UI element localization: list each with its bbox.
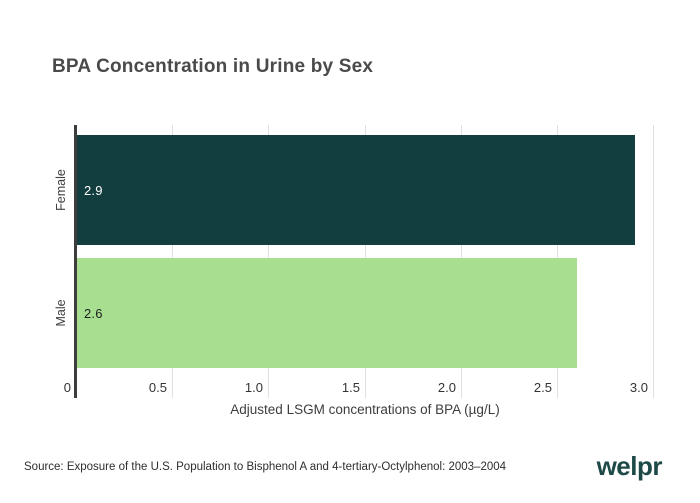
x-tick-label: 2.5 — [533, 380, 552, 395]
gridline — [653, 125, 654, 398]
source-citation: Source: Exposure of the U.S. Population … — [24, 461, 507, 473]
x-tick-label: 0.5 — [148, 380, 167, 395]
x-tick-label: 1.0 — [244, 380, 263, 395]
bar-value-label: 2.6 — [84, 305, 103, 321]
x-tick-label: 3.0 — [629, 380, 648, 395]
chart-title: BPA Concentration in Urine by Sex — [52, 56, 374, 77]
y-axis-line — [74, 125, 77, 398]
welpr-logo: welpr — [596, 451, 663, 481]
x-tick-label: 2.0 — [437, 380, 456, 395]
bar-value-label: 2.9 — [84, 182, 103, 198]
category-label-female: Female — [54, 169, 68, 211]
bar-female: 2.9 — [77, 135, 635, 245]
x-tick-label: 0 — [63, 380, 71, 395]
category-label-male: Male — [54, 299, 68, 327]
x-axis-title: Adjusted LSGM concentrations of BPA (µg/… — [230, 402, 500, 417]
bar-male: 2.6 — [77, 258, 577, 368]
x-tick-label: 1.5 — [341, 380, 360, 395]
